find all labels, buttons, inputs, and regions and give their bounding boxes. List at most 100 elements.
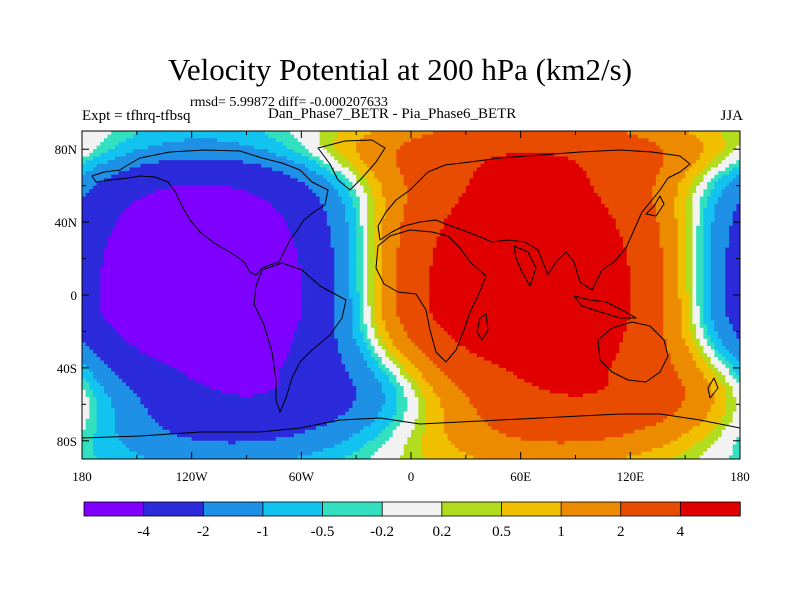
field-cell bbox=[125, 131, 131, 136]
field-cell bbox=[85, 134, 90, 139]
field-cell bbox=[202, 131, 207, 136]
field-cell bbox=[140, 218, 145, 223]
field-cell bbox=[195, 192, 200, 198]
field-cell bbox=[480, 160, 485, 165]
field-cell bbox=[304, 207, 310, 212]
field-cell bbox=[184, 185, 189, 190]
field-cell bbox=[294, 192, 299, 198]
field-cell bbox=[454, 167, 460, 172]
field-cell bbox=[495, 149, 500, 154]
field-cell bbox=[385, 171, 390, 176]
field-cell bbox=[206, 207, 211, 212]
field-cell bbox=[418, 152, 423, 158]
field-cell bbox=[506, 200, 511, 205]
field-cell bbox=[440, 138, 445, 143]
field-cell bbox=[268, 160, 273, 165]
field-cell bbox=[663, 211, 668, 216]
field-cell bbox=[283, 189, 288, 194]
field-cell bbox=[177, 160, 182, 165]
field-cell bbox=[590, 167, 595, 172]
field-cell bbox=[681, 211, 686, 216]
field-cell bbox=[542, 174, 547, 179]
field-cell bbox=[502, 174, 507, 179]
field-cell bbox=[114, 207, 120, 212]
field-cell bbox=[696, 200, 701, 205]
field-cell bbox=[623, 141, 628, 147]
field-cell bbox=[155, 203, 160, 209]
field-cell bbox=[407, 160, 412, 165]
field-cell bbox=[213, 160, 218, 165]
field-cell bbox=[180, 131, 185, 136]
field-cell bbox=[531, 222, 536, 227]
field-cell bbox=[92, 222, 98, 227]
field-cell bbox=[118, 131, 123, 136]
field-cell bbox=[432, 222, 438, 227]
field-cell bbox=[169, 156, 174, 161]
field-cell bbox=[732, 211, 737, 216]
field-cell bbox=[312, 160, 317, 165]
field-cell bbox=[129, 145, 134, 150]
field-cell bbox=[601, 167, 606, 172]
field-cell bbox=[513, 145, 518, 150]
field-cell bbox=[487, 211, 493, 216]
field-cell bbox=[337, 149, 343, 154]
field-cell bbox=[484, 171, 489, 176]
field-cell bbox=[337, 196, 343, 201]
field-cell bbox=[92, 203, 98, 209]
field-cell bbox=[312, 138, 317, 143]
field-cell bbox=[685, 207, 690, 212]
field-cell bbox=[707, 163, 712, 169]
field-cell bbox=[473, 160, 478, 165]
field-cell bbox=[557, 145, 562, 150]
field-cell bbox=[440, 178, 445, 183]
field-cell bbox=[487, 185, 493, 190]
field-cell bbox=[400, 138, 405, 143]
field-cell bbox=[92, 192, 98, 198]
field-cell bbox=[429, 178, 434, 183]
field-cell bbox=[520, 141, 525, 147]
field-cell bbox=[670, 145, 675, 150]
field-cell bbox=[403, 196, 408, 201]
field-cell bbox=[100, 182, 105, 187]
field-cell bbox=[301, 163, 306, 169]
field-cell bbox=[655, 214, 661, 220]
field-cell bbox=[692, 225, 697, 230]
field-cell bbox=[155, 178, 160, 183]
field-cell bbox=[239, 145, 244, 150]
field-cell bbox=[425, 225, 430, 230]
field-cell bbox=[476, 174, 482, 179]
field-cell bbox=[615, 185, 620, 190]
field-cell bbox=[608, 138, 613, 143]
field-cell bbox=[579, 222, 584, 227]
field-cell bbox=[718, 167, 723, 172]
field-cell bbox=[140, 156, 145, 161]
field-cell bbox=[103, 229, 109, 234]
field-cell bbox=[593, 203, 599, 209]
field-cell bbox=[502, 131, 507, 136]
field-cell bbox=[604, 200, 609, 205]
field-cell bbox=[666, 207, 672, 212]
field-cell bbox=[535, 167, 540, 172]
field-cell bbox=[279, 203, 284, 209]
field-cell bbox=[604, 182, 609, 187]
field-cell bbox=[257, 138, 262, 143]
field-cell bbox=[312, 214, 317, 220]
field-cell bbox=[85, 152, 90, 158]
field-cell bbox=[129, 211, 134, 216]
field-cell bbox=[473, 152, 478, 158]
field-cell bbox=[389, 163, 394, 169]
field-cell bbox=[517, 192, 522, 198]
field-cell bbox=[710, 218, 716, 223]
field-cell bbox=[228, 131, 233, 136]
field-cell bbox=[392, 207, 397, 212]
field-cell bbox=[261, 134, 266, 139]
field-cell bbox=[666, 200, 672, 205]
field-cell bbox=[655, 203, 661, 209]
field-cell bbox=[732, 171, 737, 176]
field-cell bbox=[133, 160, 138, 165]
field-cell bbox=[454, 149, 460, 154]
field-cell bbox=[111, 218, 116, 223]
field-cell bbox=[268, 149, 273, 154]
field-cell bbox=[553, 189, 558, 194]
field-cell bbox=[257, 207, 262, 212]
